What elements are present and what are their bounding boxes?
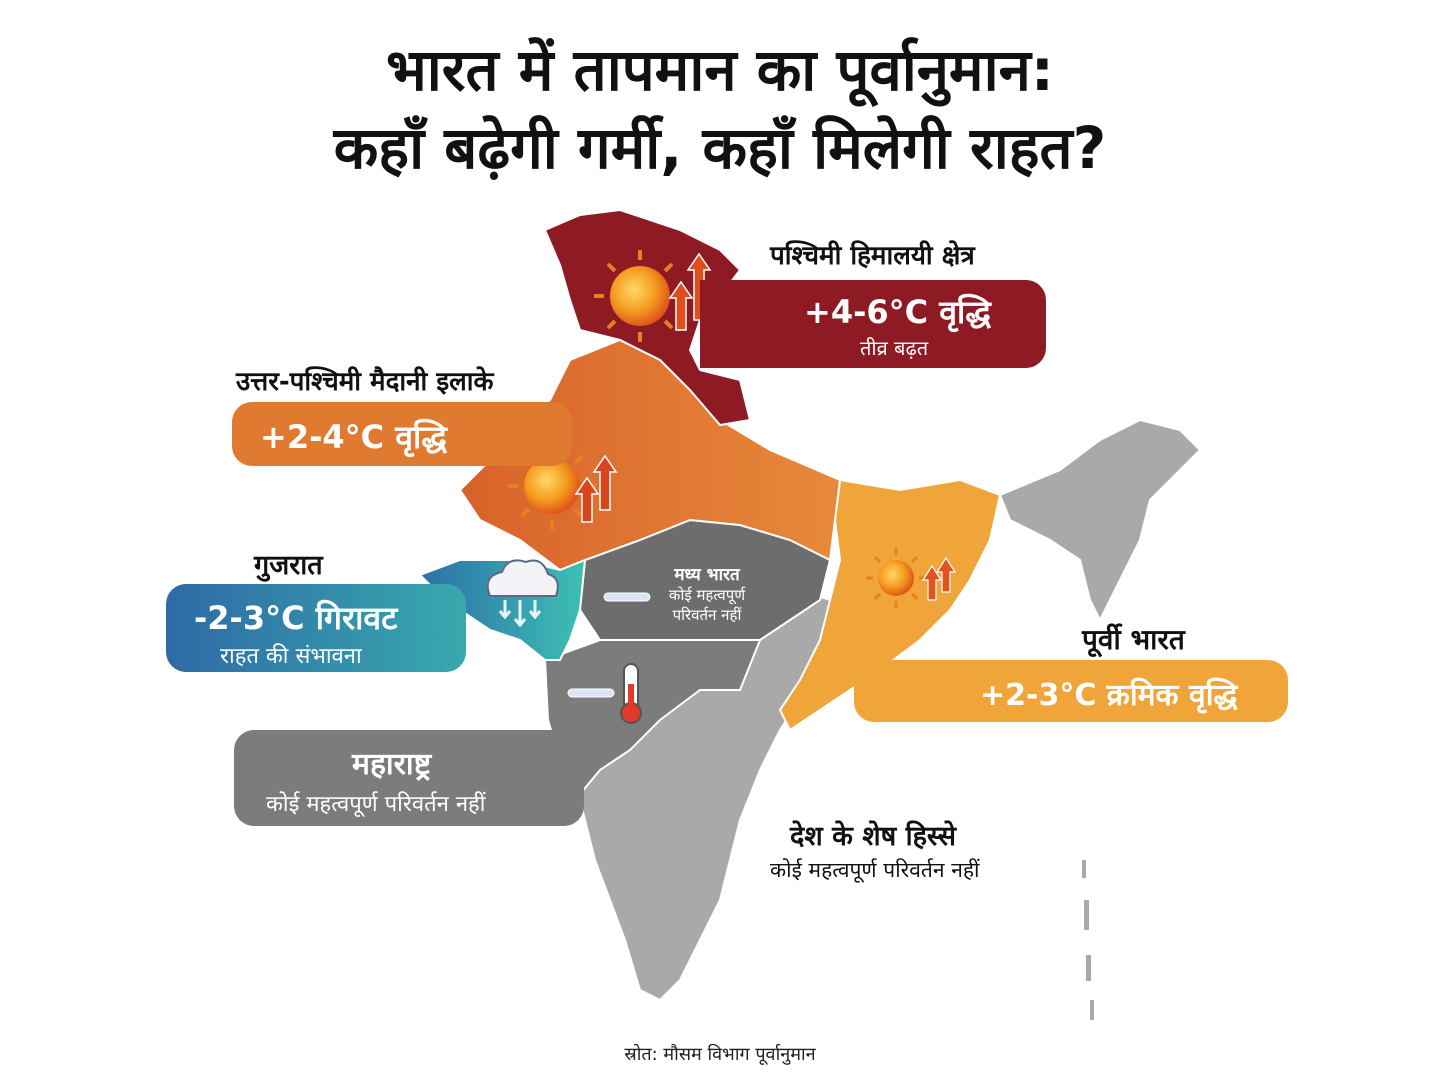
down-arrow-icon: [498, 600, 542, 628]
central-india-note-2: परिवर्तन नहीं: [672, 606, 742, 624]
rain-cloud-icon: [486, 559, 559, 628]
region-northeast: [998, 418, 1202, 623]
label-western-himalaya: पश्चिमी हिमालयी क्षेत्र: [770, 241, 975, 271]
pill-northwest-plains: +2-4°C वृद्धि: [232, 402, 572, 466]
change-gujarat: -2-3°C गिरावट: [194, 599, 398, 637]
page-title-line1: भारत में तापमान का पूर्वानुमान:: [385, 36, 1054, 104]
pill-maharashtra: महाराष्ट्र कोई महत्वपूर्ण परिवर्तन नहीं: [234, 730, 584, 826]
pill-gujarat: -2-3°C गिरावट राहत की संभावना: [166, 584, 466, 672]
equal-dash-icon: [603, 592, 651, 602]
up-arrow-icon: [574, 454, 618, 523]
label-rest-of-country: देश के शेष हिस्से: [790, 821, 956, 852]
label-maharashtra: महाराष्ट्र: [352, 747, 432, 782]
pill-east-india: +2-3°C क्रमिक वृद्धि: [854, 660, 1288, 722]
up-arrow-icon: [921, 556, 957, 601]
change-east-india: +2-3°C क्रमिक वृद्धि: [980, 678, 1238, 713]
page-title-line2: कहाँ बढ़ेगी गर्मी, कहाँ मिलेगी राहत?: [333, 114, 1107, 182]
sun-icon: [866, 548, 926, 608]
islands: [1082, 860, 1094, 1020]
source-note: स्रोत: मौसम विभाग पूर्वानुमान: [624, 1044, 816, 1065]
central-india-note-1: कोई महत्वपूर्ण: [668, 586, 746, 604]
label-gujarat: गुजरात: [254, 550, 323, 581]
change-northwest-plains: +2-4°C वृद्धि: [260, 418, 447, 456]
pill-western-himalaya: +4-6°C वृद्धि तीव्र बढ़त: [700, 280, 1046, 368]
up-arrow-icon: [668, 252, 712, 331]
note-rest-of-country: कोई महत्वपूर्ण परिवर्तन नहीं: [770, 858, 980, 882]
note-gujarat: राहत की संभावना: [220, 644, 362, 669]
thermometer-icon: [620, 663, 642, 724]
change-western-himalaya: +4-6°C वृद्धि: [804, 293, 991, 331]
label-northwest-plains: उत्तर-पश्चिमी मैदानी इलाके: [236, 367, 494, 397]
equal-dash-icon: [567, 688, 615, 698]
note-western-himalaya: तीव्र बढ़त: [860, 336, 929, 360]
region-east-india: [778, 478, 1002, 732]
central-india-title: मध्य भारत: [674, 565, 740, 585]
label-central-india: मध्य भारत कोई महत्वपूर्ण परिवर्तन नहीं: [640, 562, 774, 625]
sun-icon: [594, 250, 686, 342]
label-east-india: पूर्वी भारत: [1082, 623, 1185, 656]
note-maharashtra: कोई महत्वपूर्ण परिवर्तन नहीं: [266, 792, 486, 817]
